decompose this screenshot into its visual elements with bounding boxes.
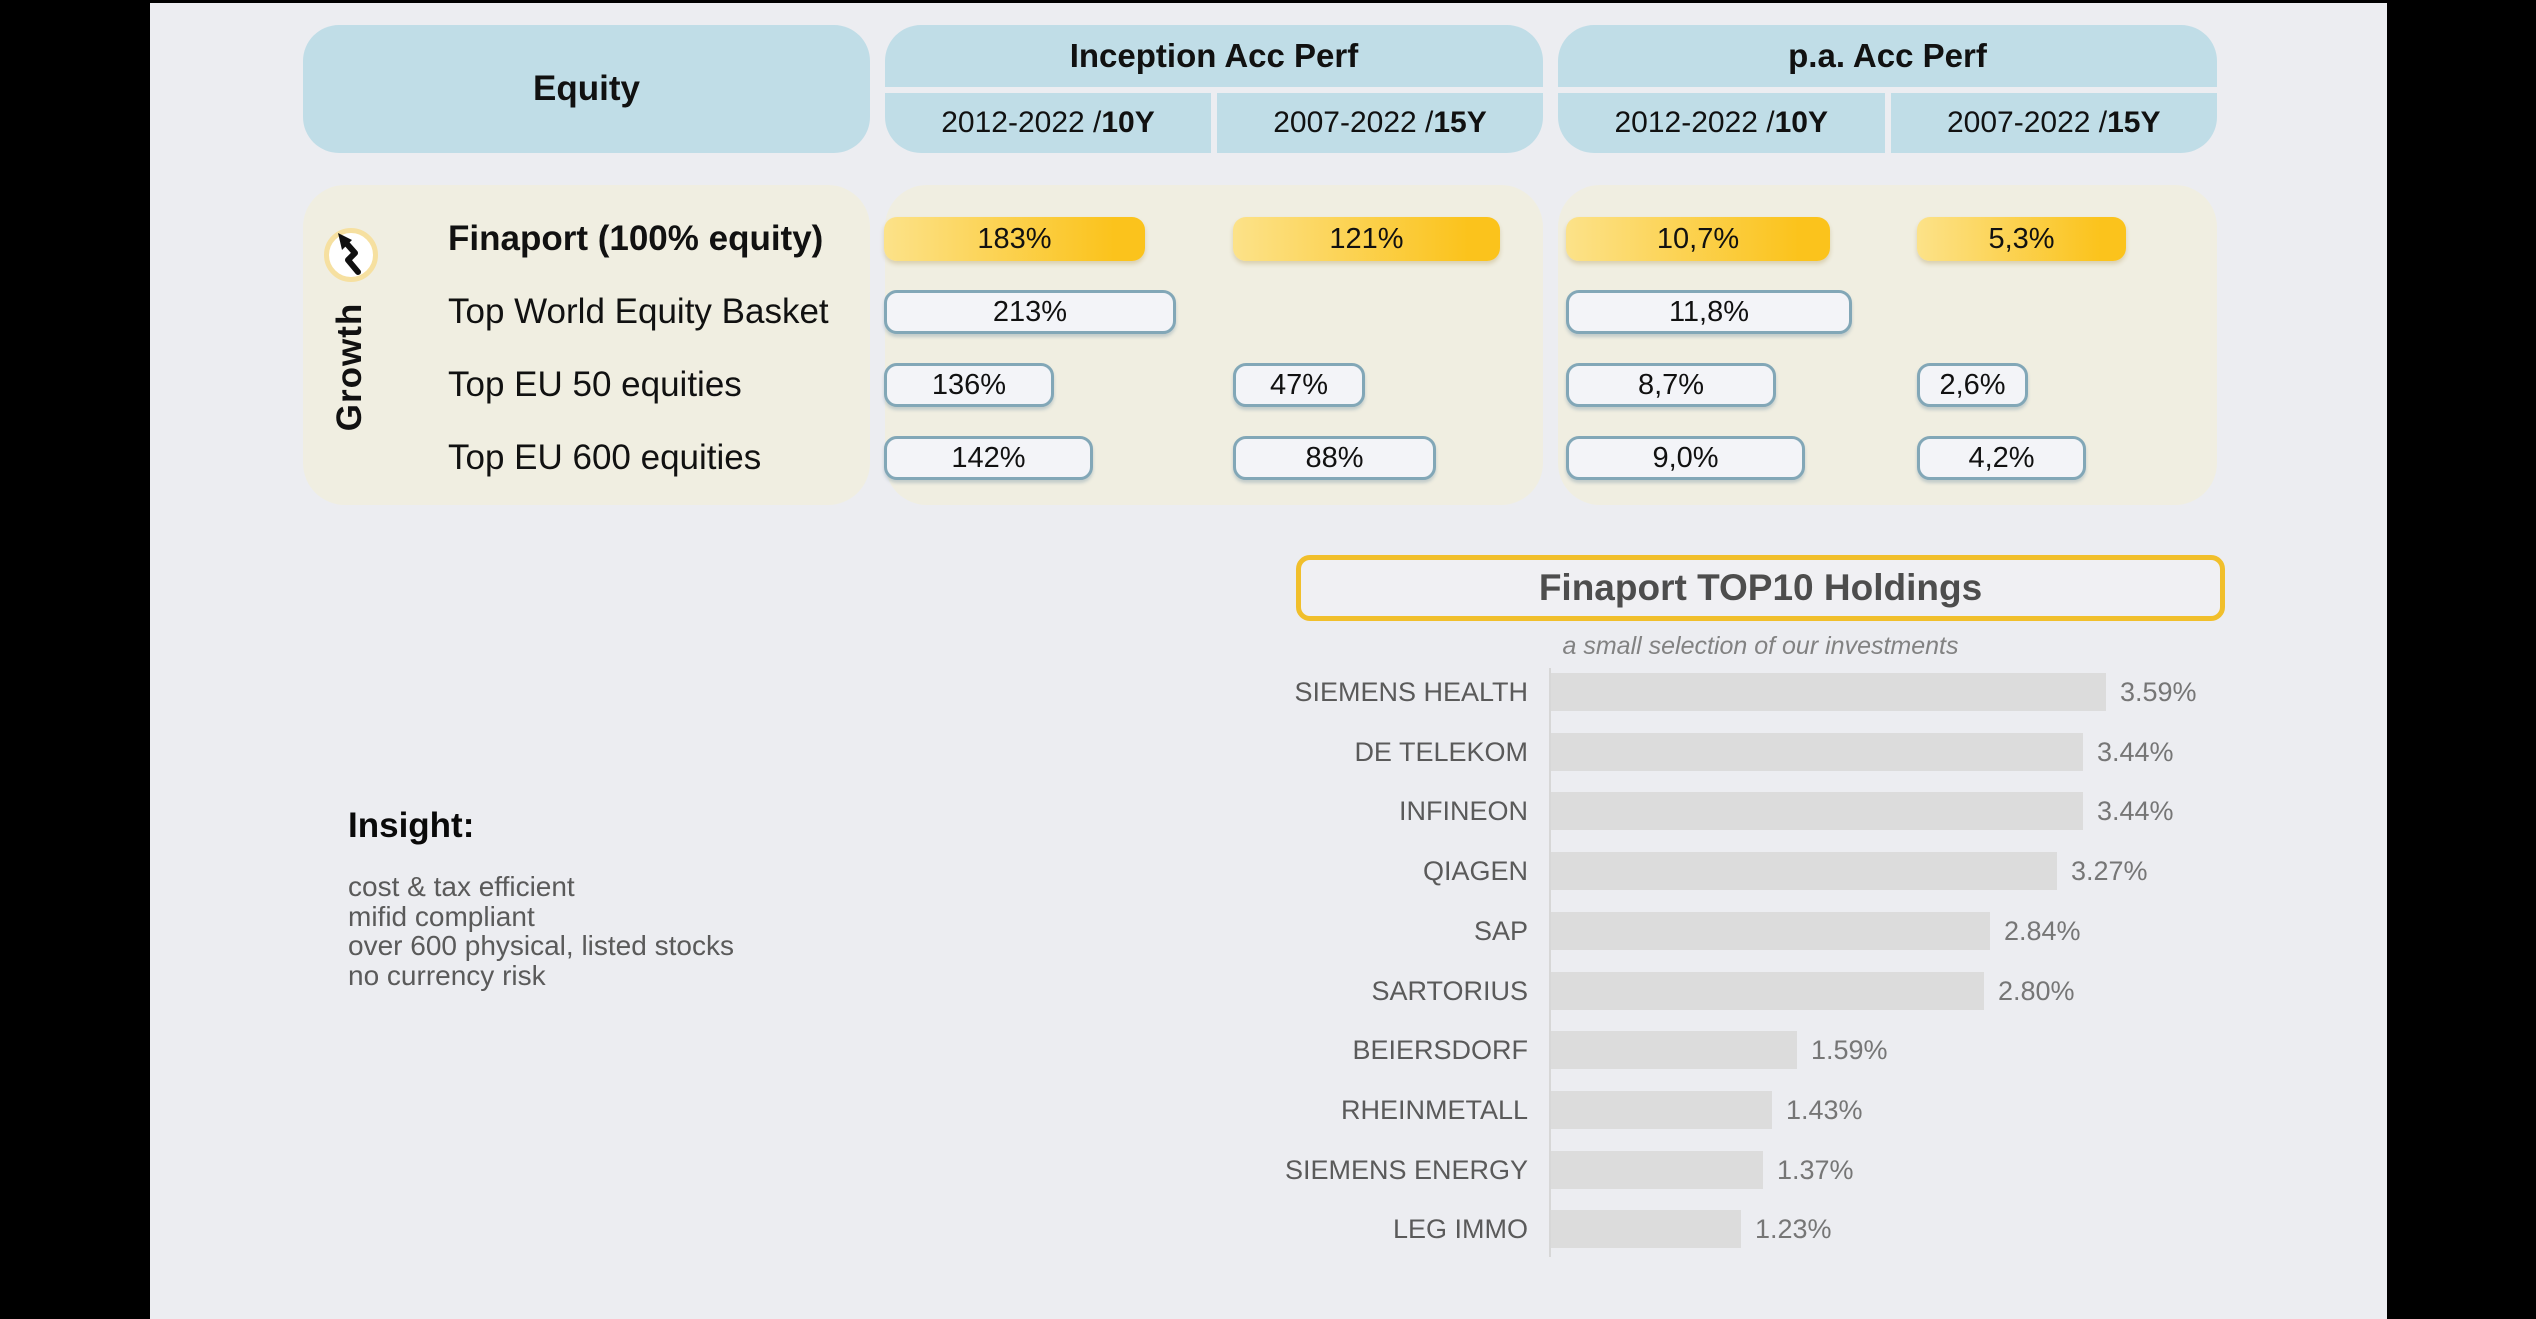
equity-row-label-top-world-equity-basket: Top World Equity Basket (448, 292, 829, 331)
holding-value-leg-immo: 1.23% (1755, 1214, 1832, 1244)
equity-row-label-top-eu-600-equities: Top EU 600 equities (448, 438, 762, 477)
pa-acc-perf-header: p.a. Acc Perf 2012-2022 / 10Y 2007-2022 … (1558, 25, 2217, 153)
holding-value-sap: 2.84% (2004, 916, 2081, 946)
subheader-period: 2012-2022 / (1614, 106, 1775, 139)
holding-value-siemens-energy: 1.37% (1777, 1155, 1854, 1185)
insight-line-2: mifid compliant (348, 900, 535, 932)
inception-group-label: Inception Acc Perf (885, 25, 1543, 87)
holding-value-qiagen: 3.27% (2071, 856, 2148, 886)
holding-label-sap: SAP (1473, 916, 1528, 946)
insight-line-3: over 600 physical, listed stocks (348, 930, 734, 961)
perf-pill-finaport-100-equity-col2: 121% (1233, 217, 1500, 261)
holding-label-infineon: INFINEON (1398, 796, 1528, 826)
subheader-period: 2012-2022 / (941, 106, 1102, 139)
subheader-pa-15y: 2007-2022 / 15Y (1890, 93, 2217, 153)
holding-label-siemens-health: SIEMENS HEALTH (1294, 677, 1528, 707)
pa-group-label: p.a. Acc Perf (1558, 25, 2217, 87)
holding-value-rheinmetall: 1.43% (1786, 1095, 1863, 1125)
equity-row-label-top-eu-50-equities: Top EU 50 equities (448, 365, 742, 404)
subheader-years: 15Y (2107, 106, 2161, 139)
subheader-pa-10y: 2012-2022 / 10Y (1558, 93, 1885, 153)
holding-label-sartorius: SARTORIUS (1371, 976, 1528, 1006)
holding-bar-siemens-health (1551, 673, 2106, 711)
holding-bar-de-telekom (1551, 733, 2083, 771)
holding-bar-infineon (1551, 792, 2083, 830)
perf-pill-finaport-100-equity-col1: 183% (884, 217, 1145, 261)
holding-label-rheinmetall: RHEINMETALL (1340, 1095, 1528, 1125)
equity-row-label-finaport-100-equity: Finaport (100% equity) (448, 219, 824, 258)
insight-heading: Insight: (348, 806, 475, 845)
perf-pill-top-eu-50-equities-col2: 47% (1233, 363, 1365, 407)
subheader-period: 2007-2022 / (1946, 106, 2108, 139)
insight-line-4: no currency risk (348, 959, 546, 991)
holding-bar-sartorius (1551, 972, 1984, 1010)
perf-pill-top-eu-50-equities-col1: 136% (884, 363, 1054, 407)
perf-pill-top-eu-600-equities-col1: 142% (884, 436, 1093, 480)
holdings-title-box: Finaport TOP10 Holdings (1296, 555, 2225, 621)
insight-list: cost & tax efficient mifid compliant over … (348, 872, 734, 990)
chart-baseline-axis (1549, 668, 1551, 1257)
perf-pill-finaport-100-equity-col4: 5,3% (1917, 217, 2126, 261)
holding-bar-beiersdorf (1551, 1031, 1797, 1069)
holding-value-beiersdorf: 1.59% (1811, 1035, 1888, 1065)
equity-header: Equity (303, 25, 870, 153)
holding-label-de-telekom: DE TELEKOM (1354, 737, 1528, 767)
perf-pill-top-eu-600-equities-col3: 9,0% (1566, 436, 1805, 480)
subheader-period: 2007-2022 / (1273, 106, 1434, 139)
equity-header-label: Equity (533, 69, 640, 108)
subheader-inception-10y: 2012-2022 / 10Y (885, 93, 1211, 153)
holding-bar-sap (1551, 912, 1990, 950)
holding-value-infineon: 3.44% (2097, 796, 2174, 826)
holding-value-de-telekom: 3.44% (2097, 737, 2174, 767)
subheader-years: 10Y (1774, 106, 1829, 139)
perf-pill-top-eu-600-equities-col4: 4,2% (1917, 436, 2086, 480)
subheader-inception-15y: 2007-2022 / 15Y (1217, 93, 1543, 153)
perf-pill-top-world-equity-basket-col1: 213% (884, 290, 1176, 334)
perf-pill-top-world-equity-basket-col3: 11,8% (1566, 290, 1852, 334)
perf-pill-top-eu-50-equities-col3: 8,7% (1566, 363, 1776, 407)
holding-value-sartorius: 2.80% (1998, 976, 2075, 1006)
holding-label-leg-immo: LEG IMMO (1392, 1214, 1528, 1244)
growth-arrow-icon (324, 228, 378, 282)
holding-label-siemens-energy: SIEMENS ENERGY (1284, 1155, 1528, 1185)
growth-axis-label: Growth (330, 302, 369, 432)
holding-bar-qiagen (1551, 852, 2057, 890)
perf-pill-top-eu-50-equities-col4: 2,6% (1917, 363, 2028, 407)
inception-acc-perf-header: Inception Acc Perf 2012-2022 / 10Y 2007-… (885, 25, 1543, 153)
holding-label-beiersdorf: BEIERSDORF (1352, 1035, 1528, 1065)
holding-label-qiagen: QIAGEN (1422, 856, 1528, 886)
holdings-title: Finaport TOP10 Holdings (1538, 567, 1983, 608)
subheader-years: 15Y (1433, 106, 1487, 139)
holding-bar-rheinmetall (1551, 1091, 1772, 1129)
perf-pill-top-eu-600-equities-col2: 88% (1233, 436, 1436, 480)
perf-pill-finaport-100-equity-col3: 10,7% (1566, 217, 1830, 261)
holding-bar-siemens-energy (1551, 1151, 1763, 1189)
holding-bar-leg-immo (1551, 1210, 1741, 1248)
row-labels-panel (303, 185, 870, 505)
subheader-years: 10Y (1101, 106, 1155, 139)
holdings-subtitle: a small selection of our investments (1562, 632, 1959, 660)
insight-line-1: cost & tax efficient (348, 871, 575, 902)
holding-value-siemens-health: 3.59% (2120, 677, 2197, 707)
